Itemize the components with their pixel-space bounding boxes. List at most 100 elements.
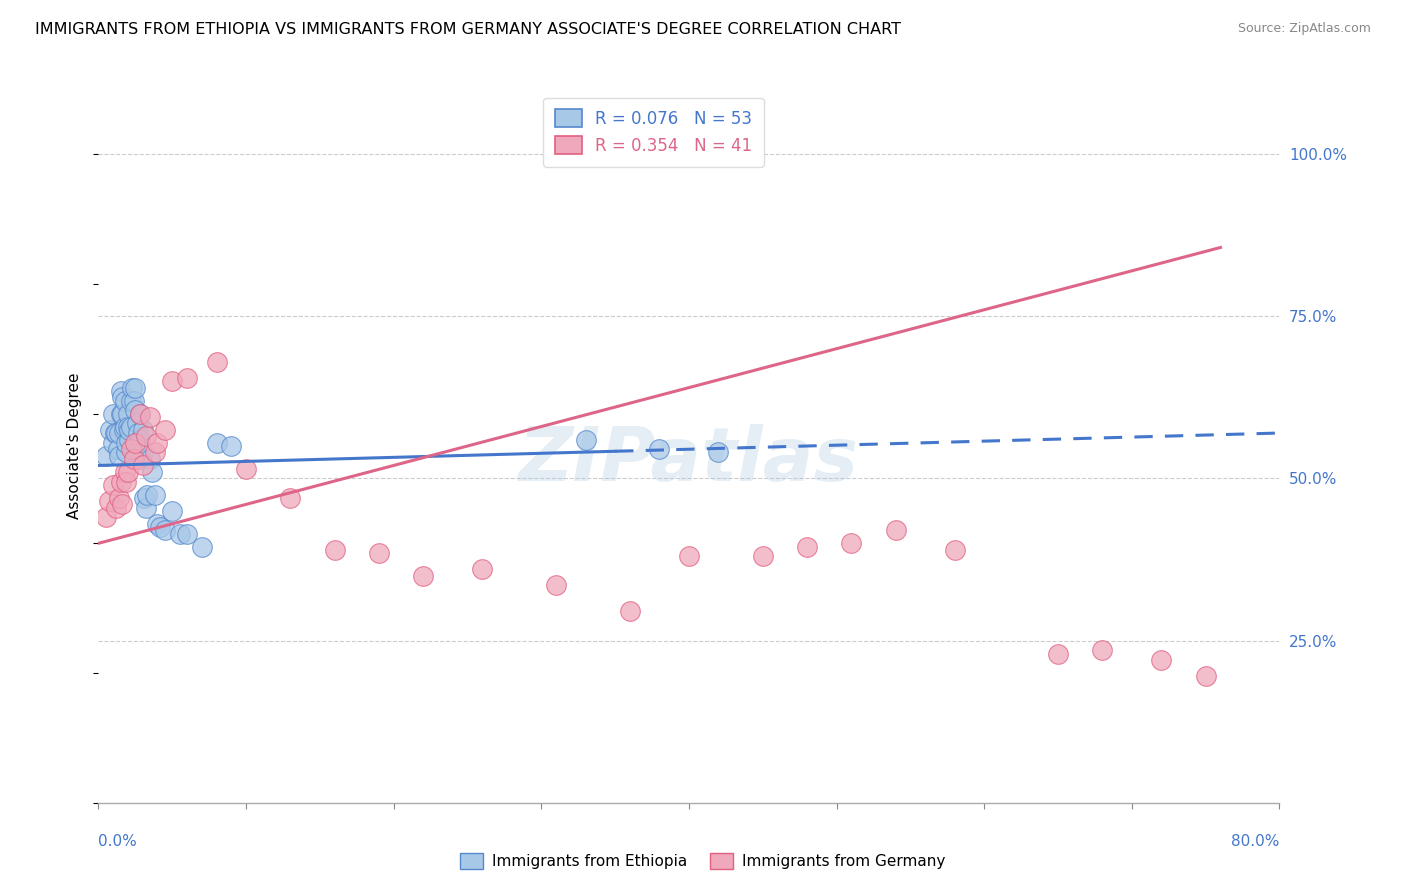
Point xyxy=(128,407,150,421)
Point xyxy=(104,425,127,440)
Text: 0.0%: 0.0% xyxy=(98,834,138,849)
Point xyxy=(103,407,125,421)
Point xyxy=(108,449,131,463)
Point xyxy=(128,433,150,447)
Text: 80.0%: 80.0% xyxy=(1232,834,1279,849)
Point xyxy=(412,568,434,582)
Point xyxy=(153,524,176,538)
Point xyxy=(648,442,671,457)
Point xyxy=(136,488,159,502)
Point xyxy=(128,407,150,421)
Point xyxy=(135,500,157,515)
Point xyxy=(124,435,146,450)
Point xyxy=(117,419,139,434)
Point xyxy=(146,516,169,531)
Point xyxy=(134,491,156,505)
Point xyxy=(149,520,172,534)
Point xyxy=(122,393,145,408)
Point xyxy=(205,354,228,368)
Point xyxy=(124,403,146,417)
Point xyxy=(141,465,163,479)
Point xyxy=(115,475,138,489)
Text: IMMIGRANTS FROM ETHIOPIA VS IMMIGRANTS FROM GERMANY ASSOCIATE'S DEGREE CORRELATI: IMMIGRANTS FROM ETHIOPIA VS IMMIGRANTS F… xyxy=(35,22,901,37)
Point xyxy=(110,384,132,398)
Point xyxy=(103,478,125,492)
Point xyxy=(1091,643,1114,657)
Point xyxy=(323,542,346,557)
Point xyxy=(162,504,183,518)
Point xyxy=(121,381,143,395)
Point xyxy=(139,452,162,467)
Point xyxy=(132,458,155,473)
Point xyxy=(115,435,138,450)
Point xyxy=(110,475,132,489)
Point xyxy=(574,433,596,447)
Point xyxy=(114,419,136,434)
Point xyxy=(115,445,138,459)
Point xyxy=(124,381,146,395)
Point xyxy=(751,549,773,564)
Point xyxy=(107,442,129,457)
Point xyxy=(176,526,198,541)
Point xyxy=(105,500,128,515)
Point xyxy=(94,449,117,463)
Point xyxy=(841,536,863,550)
Point xyxy=(111,390,134,404)
Point xyxy=(153,423,176,437)
Point xyxy=(122,452,145,467)
Point xyxy=(678,549,700,564)
Point xyxy=(139,409,162,424)
Point xyxy=(97,494,120,508)
Point xyxy=(98,423,121,437)
Point xyxy=(94,510,117,524)
Point xyxy=(117,465,139,479)
Point xyxy=(162,374,183,388)
Point xyxy=(146,435,169,450)
Point xyxy=(471,562,494,576)
Point xyxy=(110,407,132,421)
Y-axis label: Associate's Degree: Associate's Degree xyxy=(67,373,83,519)
Text: Source: ZipAtlas.com: Source: ZipAtlas.com xyxy=(1237,22,1371,36)
Point xyxy=(108,491,131,505)
Point xyxy=(943,542,966,557)
Point xyxy=(205,435,228,450)
Point xyxy=(191,540,214,554)
Point xyxy=(118,433,141,447)
Point xyxy=(114,393,136,408)
Point xyxy=(1046,647,1069,661)
Point xyxy=(884,524,907,538)
Point xyxy=(108,425,131,440)
Point xyxy=(103,435,125,450)
Point xyxy=(143,488,166,502)
Point xyxy=(112,423,135,437)
Point xyxy=(546,578,568,592)
Point xyxy=(129,452,152,467)
Point xyxy=(120,393,142,408)
Text: ZIPatlas: ZIPatlas xyxy=(519,424,859,497)
Point xyxy=(132,445,155,459)
Point xyxy=(176,371,198,385)
Legend: Immigrants from Ethiopia, Immigrants from Germany: Immigrants from Ethiopia, Immigrants fro… xyxy=(454,847,952,875)
Point xyxy=(796,540,818,554)
Point xyxy=(132,423,155,437)
Point xyxy=(114,465,136,479)
Point xyxy=(619,604,641,618)
Point xyxy=(219,439,242,453)
Point xyxy=(111,407,134,421)
Point xyxy=(111,497,134,511)
Point xyxy=(118,423,141,437)
Point xyxy=(235,461,257,475)
Point xyxy=(1150,653,1173,667)
Point xyxy=(105,425,128,440)
Point xyxy=(1195,669,1218,683)
Point xyxy=(169,526,191,541)
Point xyxy=(707,445,730,459)
Point xyxy=(125,417,148,431)
Point xyxy=(120,419,142,434)
Legend: R = 0.076   N = 53, R = 0.354   N = 41: R = 0.076 N = 53, R = 0.354 N = 41 xyxy=(543,97,763,167)
Point xyxy=(117,407,139,421)
Point xyxy=(368,546,391,560)
Point xyxy=(278,491,302,505)
Point xyxy=(127,425,149,440)
Point xyxy=(135,429,157,443)
